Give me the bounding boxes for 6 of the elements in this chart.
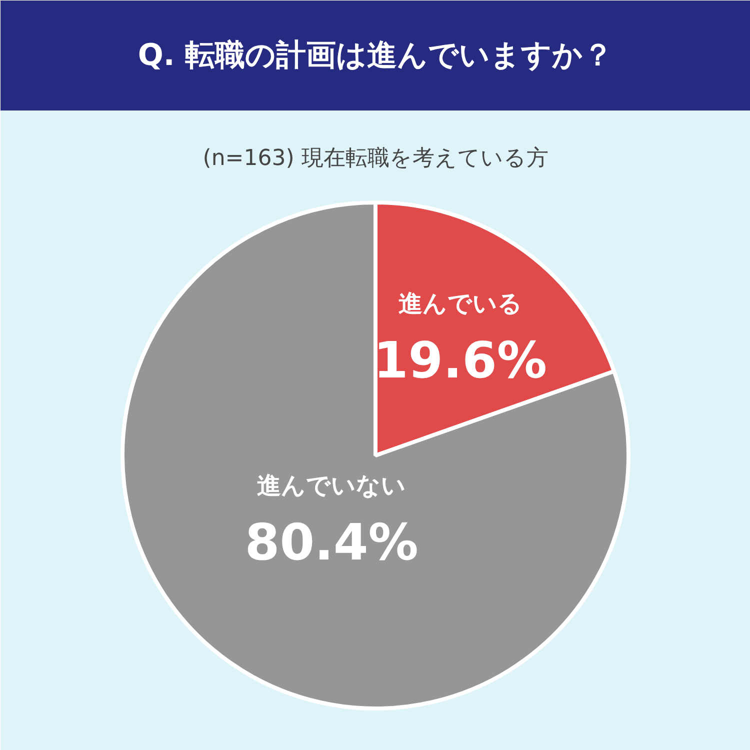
slice-label: 進んでいる <box>398 290 522 318</box>
slice-label: 進んでいない <box>257 471 406 500</box>
data-label: 19.6% <box>374 332 547 390</box>
chart-subtitle: (n=163) 現在転職を考えている方 <box>202 146 548 171</box>
chart-title: Q. 転職の計画は進んでいますか？ <box>138 38 614 73</box>
data-label: 80.4% <box>244 513 418 572</box>
